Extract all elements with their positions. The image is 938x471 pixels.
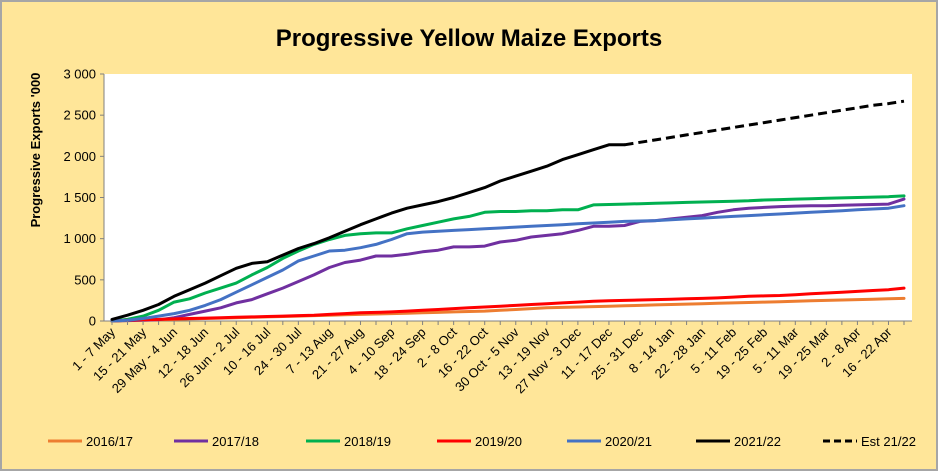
y-tick-label: 3 000 — [63, 67, 96, 82]
series-line-est-21-22 — [624, 99, 905, 147]
plot-background — [104, 74, 912, 321]
legend-entry-label: 2018/19 — [344, 434, 391, 449]
series-line-2017-18 — [110, 197, 906, 323]
series-line-2021-22 — [110, 143, 626, 321]
legend-entry-label: 2016/17 — [86, 434, 133, 449]
y-tick-label: 1 000 — [63, 231, 96, 246]
legend-entry-label: 2019/20 — [475, 434, 522, 449]
series-line-2020-21 — [110, 204, 906, 323]
y-tick-label: 1 500 — [63, 190, 96, 205]
legend-entry-label: 2021/22 — [734, 434, 781, 449]
y-tick-label: 0 — [89, 314, 96, 329]
legend-entry-label: 2020/21 — [605, 434, 652, 449]
y-axis-label: Progressive Exports '000 — [28, 73, 43, 228]
legend-entry-label: 2017/18 — [212, 434, 259, 449]
legend-entry-label: Est 21/22 — [861, 434, 916, 449]
plot-area — [103, 74, 912, 323]
y-axis-ticks: 0 500 1 000 1 500 2 000 2 500 3 000 — [63, 67, 104, 329]
series-line-2018-19 — [110, 194, 906, 323]
chart-title: Progressive Yellow Maize Exports — [276, 25, 662, 52]
y-tick-label: 2 500 — [63, 108, 96, 123]
series-line-2019-20 — [110, 286, 906, 323]
y-tick-label: 2 000 — [63, 149, 96, 164]
y-tick-label: 500 — [74, 272, 96, 287]
legend: 2016/17 2017/18 2018/19 2019/20 2020/21 2021/… — [48, 434, 916, 449]
